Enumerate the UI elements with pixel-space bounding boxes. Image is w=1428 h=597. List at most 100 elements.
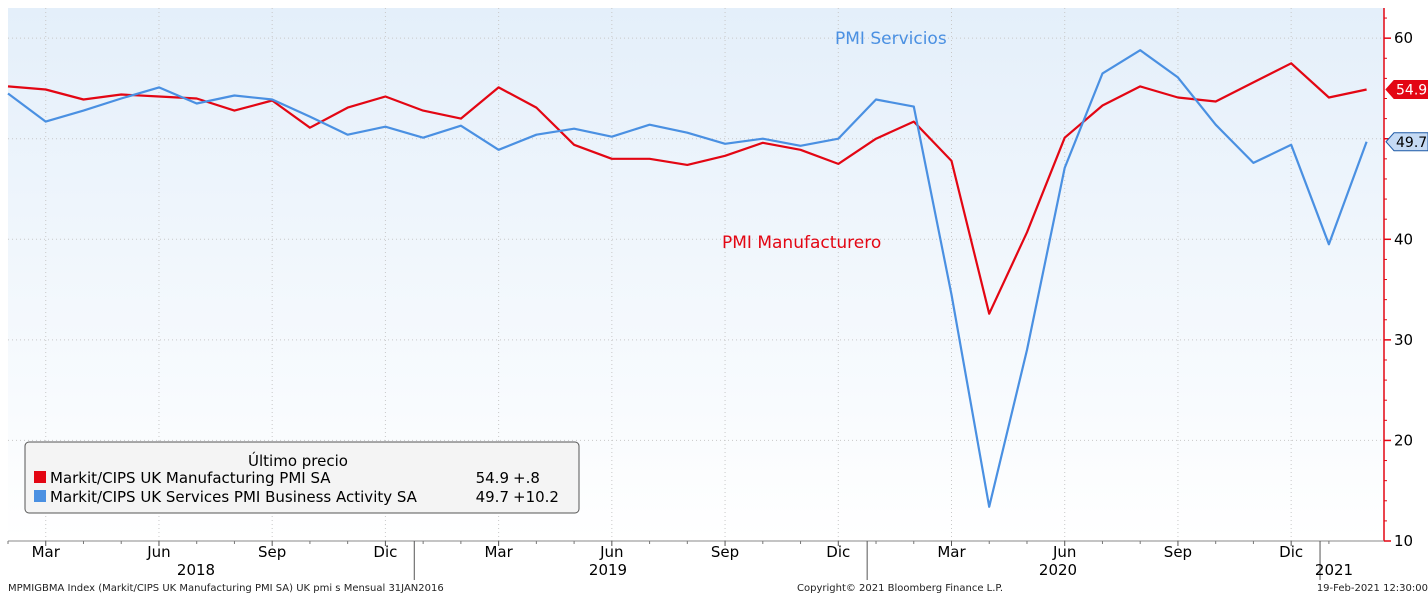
legend-swatch-manufacturing bbox=[34, 471, 46, 483]
point-services bbox=[724, 143, 726, 145]
point-services bbox=[1365, 141, 1367, 143]
x-year-label: 2020 bbox=[1039, 561, 1077, 579]
point-services bbox=[1177, 76, 1179, 78]
point-services bbox=[988, 506, 990, 508]
x-year-label: 2021 bbox=[1315, 561, 1353, 579]
badge-manufacturing bbox=[1385, 79, 1428, 99]
legend-change-manufacturing: +.8 bbox=[513, 469, 540, 487]
point-services bbox=[875, 98, 877, 100]
x-tick-label: Sep bbox=[258, 543, 286, 561]
point-services bbox=[1139, 49, 1141, 51]
x-tick-label: Mar bbox=[484, 543, 513, 561]
legend-swatch-services bbox=[34, 490, 46, 502]
point-services bbox=[1064, 167, 1066, 169]
point-services bbox=[913, 105, 915, 107]
point-manufacturing bbox=[1252, 81, 1254, 83]
point-manufacturing bbox=[611, 158, 613, 160]
x-tick-label: Sep bbox=[711, 543, 739, 561]
y-tick-label: 40 bbox=[1394, 230, 1413, 248]
x-tick-label: Dic bbox=[373, 543, 397, 561]
point-manufacturing bbox=[196, 97, 198, 99]
point-manufacturing bbox=[1328, 96, 1330, 98]
point-services bbox=[648, 124, 650, 126]
point-services bbox=[384, 126, 386, 128]
point-manufacturing bbox=[1139, 85, 1141, 87]
point-services bbox=[686, 132, 688, 134]
point-manufacturing bbox=[648, 158, 650, 160]
series-line-services bbox=[7, 49, 1368, 508]
y-tick-label: 10 bbox=[1394, 532, 1413, 550]
legend-label-services: Markit/CIPS UK Services PMI Business Act… bbox=[50, 488, 418, 506]
badge-manufacturing-label: 54.9 bbox=[1396, 82, 1427, 98]
point-manufacturing bbox=[1101, 104, 1103, 106]
legend-title: Último precio bbox=[248, 451, 348, 470]
last-value-badges: 54.9 49.7 bbox=[1385, 79, 1428, 152]
series-line-manufacturing bbox=[7, 62, 1367, 315]
point-manufacturing bbox=[837, 163, 839, 165]
point-manufacturing bbox=[1365, 88, 1367, 90]
point-services bbox=[535, 134, 537, 136]
point-manufacturing bbox=[233, 109, 235, 111]
point-manufacturing bbox=[309, 127, 311, 129]
legend-value-services: 49.7 bbox=[476, 488, 509, 506]
y-tick-label: 30 bbox=[1394, 331, 1413, 349]
point-services bbox=[950, 293, 952, 295]
point-manufacturing bbox=[460, 117, 462, 119]
x-tick-label: Mar bbox=[937, 543, 966, 561]
point-manufacturing bbox=[875, 138, 877, 140]
point-manufacturing bbox=[950, 160, 952, 162]
point-manufacturing bbox=[1290, 62, 1292, 64]
point-services bbox=[1290, 144, 1292, 146]
point-services bbox=[347, 134, 349, 136]
point-services bbox=[762, 138, 764, 140]
footer-source: MPMIGBMA Index (Markit/CIPS UK Manufactu… bbox=[8, 583, 444, 594]
point-services bbox=[460, 125, 462, 127]
point-manufacturing bbox=[1064, 137, 1066, 139]
point-services bbox=[309, 115, 311, 117]
point-services bbox=[196, 102, 198, 104]
x-tick-label: Mar bbox=[32, 543, 61, 561]
legend-value-manufacturing: 54.9 bbox=[476, 469, 509, 487]
series bbox=[7, 49, 1368, 508]
point-manufacturing bbox=[158, 95, 160, 97]
x-tick-label: Dic bbox=[1279, 543, 1303, 561]
legend-label-manufacturing: Markit/CIPS UK Manufacturing PMI SA bbox=[50, 469, 331, 487]
point-services bbox=[1215, 124, 1217, 126]
point-manufacturing bbox=[535, 106, 537, 108]
point-services bbox=[271, 98, 273, 100]
badge-services-label: 49.7 bbox=[1396, 135, 1427, 151]
point-manufacturing bbox=[422, 109, 424, 111]
legend: Último precio Markit/CIPS UK Manufacturi… bbox=[24, 441, 580, 514]
legend-box bbox=[24, 441, 580, 514]
x-axis: Mar Jun Sep Dic Mar Jun Sep Dic Mar Jun Sep Dic 2018… bbox=[7, 541, 1353, 580]
x-tick-label: Jun bbox=[146, 543, 170, 561]
y-tick-label: 20 bbox=[1394, 431, 1413, 449]
point-manufacturing bbox=[799, 149, 801, 151]
point-services bbox=[82, 109, 84, 111]
point-services bbox=[158, 86, 160, 88]
point-manufacturing bbox=[724, 155, 726, 157]
point-manufacturing bbox=[497, 86, 499, 88]
point-manufacturing bbox=[1215, 100, 1217, 102]
point-manufacturing bbox=[573, 144, 575, 146]
point-manufacturing bbox=[1026, 231, 1028, 233]
point-manufacturing bbox=[384, 95, 386, 97]
point-services bbox=[1026, 349, 1028, 351]
point-manufacturing bbox=[1177, 96, 1179, 98]
x-tick-label: Jun bbox=[599, 543, 623, 561]
point-manufacturing bbox=[686, 164, 688, 166]
point-manufacturing bbox=[7, 85, 9, 87]
point-services bbox=[120, 97, 122, 99]
point-services bbox=[837, 138, 839, 140]
point-services bbox=[7, 92, 9, 94]
point-services bbox=[1328, 243, 1330, 245]
footer-copyright: Copyright© 2021 Bloomberg Finance L.P. bbox=[797, 583, 1004, 594]
chart: 10 20 30 40 60 Mar Jun Sep Dic Mar Jun Sep Dic Mar Ju… bbox=[7, 8, 1428, 580]
point-services bbox=[1252, 162, 1254, 164]
point-manufacturing bbox=[82, 98, 84, 100]
point-services bbox=[611, 136, 613, 138]
point-services bbox=[1101, 72, 1103, 74]
y-axis: 10 20 30 40 60 bbox=[1384, 17, 1413, 550]
annotation-manufacturing: PMI Manufacturero bbox=[722, 233, 881, 253]
x-tick-label: Dic bbox=[826, 543, 850, 561]
